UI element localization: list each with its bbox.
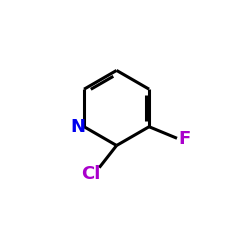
Text: Cl: Cl xyxy=(81,166,100,184)
Text: F: F xyxy=(178,130,190,148)
Text: N: N xyxy=(70,118,86,136)
